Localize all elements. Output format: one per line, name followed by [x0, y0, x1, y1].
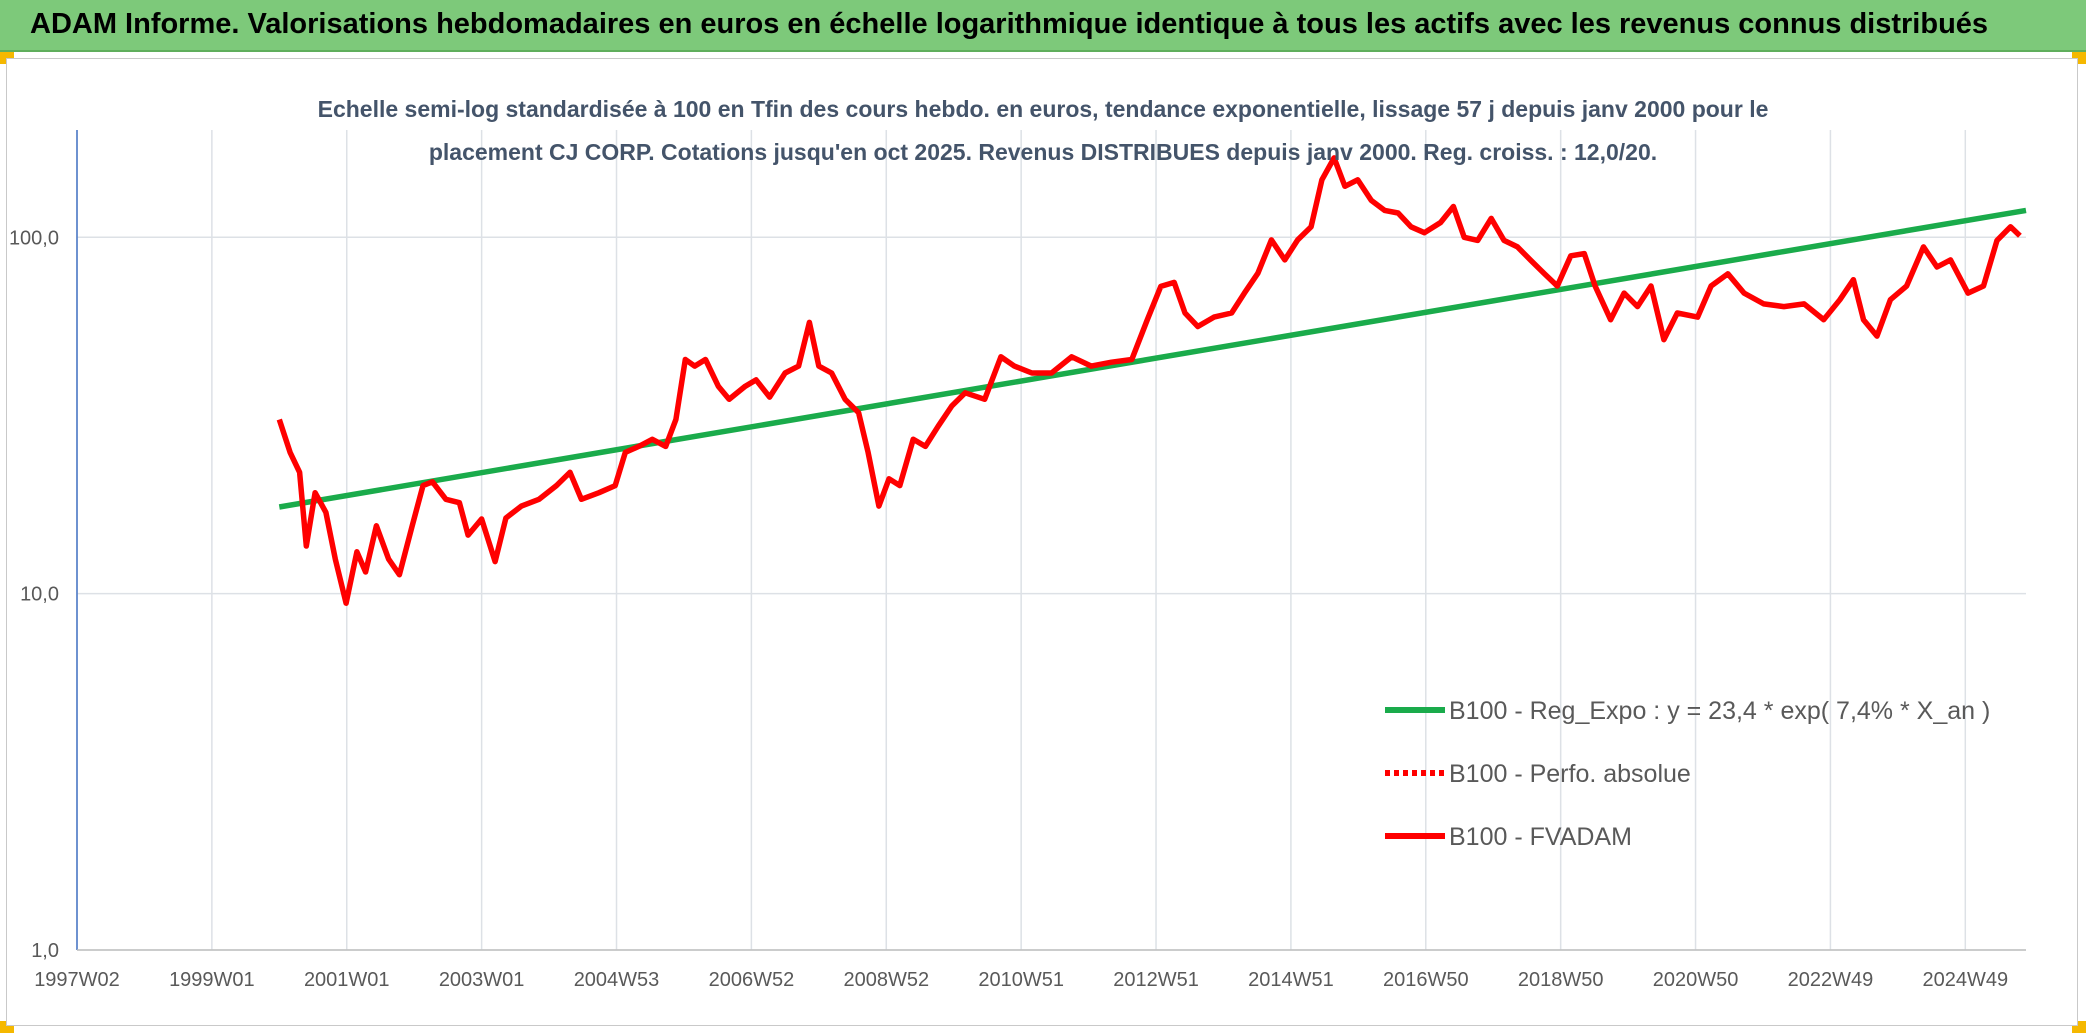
series-line — [276, 155, 2022, 606]
x-tick-label: 2014W51 — [1248, 969, 1334, 991]
x-tick-label: 2010W51 — [978, 969, 1064, 991]
x-tick-label: 2022W49 — [1788, 969, 1874, 991]
x-tick-label: 2008W52 — [843, 969, 929, 991]
header-title: ADAM Informe. Valorisations hebdomadaire… — [30, 8, 1989, 40]
legend-label: B100 - FVADAM — [1449, 823, 1632, 851]
header-bar: ADAM Informe. Valorisations hebdomadaire… — [0, 0, 2086, 52]
x-tick-label: 1999W01 — [169, 969, 255, 991]
y-tick-label: 1,0 — [31, 940, 59, 962]
x-tick-label: 2016W50 — [1383, 969, 1469, 991]
y-tick-label: 10,0 — [20, 584, 59, 606]
x-tick-label: 2006W52 — [709, 969, 795, 991]
series-line — [278, 207, 2027, 510]
legend-label: B100 - Reg_Expo : y = 23,4 * exp( 7,4% *… — [1449, 697, 1990, 725]
x-tick-label: 2001W01 — [304, 969, 390, 991]
y-tick-label: 100,0 — [9, 227, 59, 249]
x-tick-label: 2003W01 — [439, 969, 525, 991]
chart-title: Echelle semi-log standardisée à 100 en T… — [317, 96, 1769, 165]
legend-label: B100 - Perfo. absolue — [1449, 760, 1691, 788]
x-tick-label: 2018W50 — [1518, 969, 1604, 991]
x-tick-label: 2020W50 — [1653, 969, 1739, 991]
x-tick-label: 2024W49 — [1922, 969, 2008, 991]
chart-frame — [6, 58, 2078, 1026]
x-tick-label: 2004W53 — [574, 969, 660, 991]
x-tick-label: 1997W02 — [34, 969, 120, 991]
x-tick-label: 2012W51 — [1113, 969, 1199, 991]
